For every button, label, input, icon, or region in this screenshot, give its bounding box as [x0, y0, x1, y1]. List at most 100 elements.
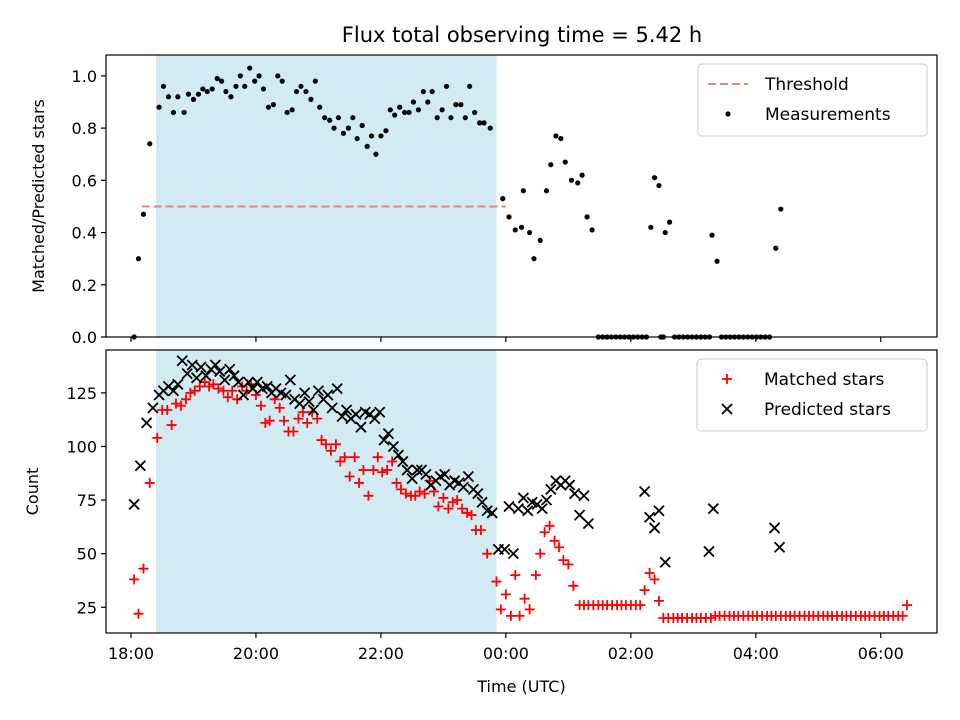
data-point: [579, 172, 585, 178]
y-tick-label: 25: [77, 598, 97, 617]
data-point: [447, 497, 458, 508]
data-point: [666, 219, 673, 225]
data-point: [466, 510, 477, 521]
y-tick-label: 1.0: [72, 67, 97, 86]
data-point: [505, 610, 516, 621]
data-point: [166, 420, 177, 431]
y-axis-label: Matched/Predicted stars: [29, 99, 48, 293]
data-point: [573, 509, 586, 521]
data-point: [558, 135, 564, 142]
data-point: [297, 407, 308, 418]
data-point: [190, 96, 197, 102]
data-point: [181, 109, 187, 116]
data-point: [659, 556, 671, 568]
data-point: [558, 555, 569, 566]
data-point: [165, 94, 172, 100]
data-point: [294, 397, 306, 410]
data-point: [242, 376, 255, 388]
data-point: [140, 211, 147, 217]
data-point: [481, 120, 487, 126]
y-tick-label: 0.6: [72, 171, 97, 190]
data-point: [897, 610, 908, 621]
data-point: [395, 484, 406, 495]
chart-title: Flux total observing time = 5.42 h: [342, 23, 702, 47]
data-point: [354, 477, 365, 488]
data-point: [457, 481, 470, 493]
data-point: [200, 86, 206, 92]
data-point: [500, 589, 511, 600]
data-point: [411, 464, 423, 476]
data-point: [368, 133, 375, 139]
data-point: [705, 612, 716, 623]
data-point: [648, 224, 654, 230]
data-point: [387, 107, 393, 113]
data-point: [364, 143, 370, 149]
data-point: [252, 78, 258, 84]
data-point: [219, 374, 231, 386]
data-point: [653, 595, 664, 606]
series-predicted-stars: [128, 355, 786, 568]
data-point: [517, 492, 530, 504]
data-point: [510, 570, 521, 581]
data-point: [350, 115, 356, 121]
data-point: [260, 417, 271, 428]
data-point: [152, 432, 163, 443]
data-point: [414, 486, 425, 497]
data-point: [709, 232, 715, 238]
data-point: [222, 392, 233, 403]
data-point: [140, 417, 153, 429]
data-point: [392, 112, 398, 118]
data-point: [378, 434, 390, 446]
series-matched-stars: [129, 377, 913, 623]
data-point: [218, 78, 225, 84]
data-point: [354, 135, 360, 142]
x-tick-label: 02:00: [608, 644, 654, 663]
legend-label: Threshold: [764, 75, 849, 95]
data-point: [185, 91, 192, 97]
data-point: [160, 83, 167, 89]
data-point: [322, 389, 334, 401]
data-point: [568, 177, 575, 183]
data-point: [514, 610, 525, 621]
data-point: [638, 485, 651, 498]
data-point: [378, 133, 384, 139]
data-point: [363, 490, 374, 501]
data-point: [491, 576, 502, 587]
data-point: [562, 159, 568, 165]
data-point: [448, 115, 454, 121]
data-point: [279, 415, 290, 426]
data-point: [527, 229, 533, 236]
legend-swatch: [721, 403, 733, 415]
data-point: [340, 130, 347, 136]
data-point: [443, 83, 450, 89]
top-panel: 0.0 0.2 0.4 0.6 0.8 1.0 Matched/Predicted star…: [29, 54, 938, 347]
data-point: [303, 88, 309, 95]
y-tick-label: 0.0: [72, 328, 97, 347]
legend-label: Predicted stars: [764, 400, 891, 420]
data-point: [773, 245, 779, 251]
data-point: [232, 376, 245, 388]
data-point: [520, 188, 526, 194]
x-tick-label: 00:00: [483, 644, 529, 663]
data-point: [773, 541, 786, 553]
data-point: [377, 467, 388, 478]
data-point: [312, 78, 318, 84]
x-axis-label: Time (UTC): [476, 677, 565, 696]
data-point: [175, 400, 186, 411]
data-point: [247, 65, 253, 71]
data-point: [535, 548, 546, 559]
data-point: [358, 465, 369, 476]
data-point: [223, 88, 229, 95]
legend: Matched stars Predicted stars: [696, 358, 928, 432]
data-point: [194, 381, 205, 392]
data-point: [486, 507, 498, 519]
data-point: [553, 133, 559, 139]
data-point: [170, 109, 177, 116]
data-point: [651, 175, 658, 181]
data-point: [391, 477, 402, 488]
data-point: [339, 452, 350, 463]
data-point: [175, 94, 181, 100]
data-point: [134, 460, 147, 472]
data-point: [233, 83, 239, 89]
data-point: [482, 548, 493, 559]
